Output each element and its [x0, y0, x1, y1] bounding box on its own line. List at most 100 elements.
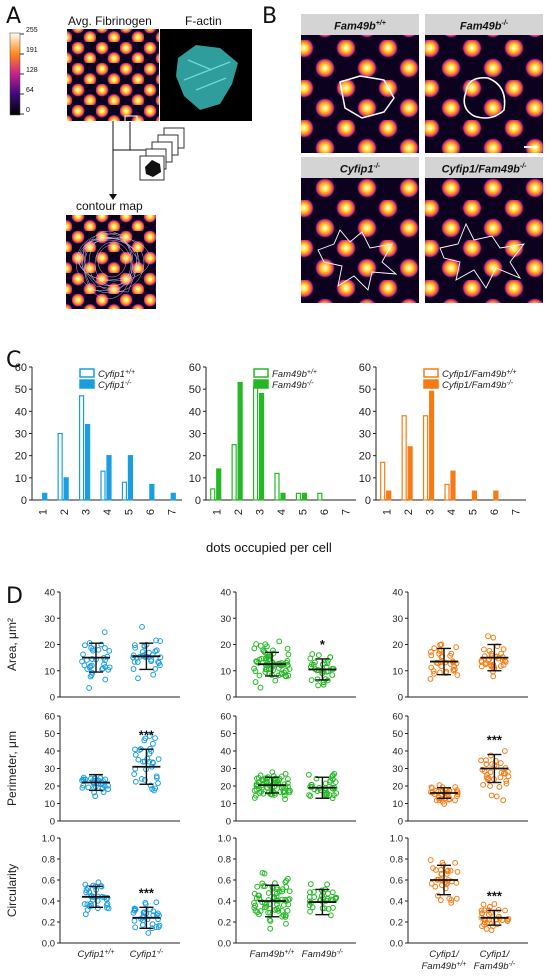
- y-axis-label: Area, μm²: [5, 618, 19, 671]
- data-point: [279, 908, 285, 914]
- bar-ko: [42, 492, 48, 501]
- x-group-label: Fam49b+/+: [250, 949, 295, 960]
- y-tick-label: 10: [44, 666, 55, 677]
- data-point: [275, 907, 282, 914]
- data-point: [481, 653, 488, 660]
- data-point: [453, 879, 460, 886]
- colorbar-tick-191: 191: [26, 47, 38, 54]
- histogram-1: 0 10 20 30 40 50 60 1 2 3 4 5 6 7 Cyfip1+/+Cyfip1-/-: [15, 362, 182, 515]
- data-point: [441, 801, 448, 807]
- data-point: [282, 912, 289, 919]
- data-point: [479, 766, 486, 773]
- data-point: [451, 666, 458, 673]
- bar-wt: [121, 481, 128, 501]
- x-tick-label: 3: [255, 509, 267, 515]
- x-tick-label: 4: [102, 509, 114, 515]
- y-tick-label: 30: [392, 614, 403, 625]
- significance-marker: ***: [487, 733, 503, 748]
- data-point: [502, 907, 508, 914]
- data-point: [153, 637, 160, 644]
- data-point: [150, 671, 157, 678]
- data-point: [156, 922, 163, 929]
- x-group-label-line2: Fam49b+/+: [422, 961, 467, 972]
- data-point: [147, 782, 154, 789]
- data-point: [315, 652, 322, 659]
- y-tick-label: 0.6: [218, 876, 231, 887]
- dotplot-r2-c1: 0 10 20 30 40 50 60 ***: [44, 712, 180, 828]
- legend-swatch: [79, 379, 95, 389]
- y-tick-label: 40: [220, 747, 231, 758]
- data-point: [314, 676, 321, 683]
- data-point: [132, 644, 139, 651]
- y-tick-label: 40: [392, 588, 403, 599]
- data-point: [311, 659, 318, 666]
- data-point: [146, 733, 153, 739]
- x-tick-label: 1: [212, 509, 224, 515]
- data-point: [483, 761, 490, 768]
- data-point: [329, 773, 336, 779]
- legend-label: Fam49b-/-: [272, 380, 314, 391]
- data-point: [308, 677, 315, 683]
- y-tick-label: 60: [220, 712, 231, 723]
- significance-marker: ***: [487, 888, 503, 903]
- data-point: [427, 648, 434, 655]
- data-point: [332, 779, 339, 785]
- legend-label: Cyfip1/Fam49b+/+: [442, 369, 517, 380]
- dotplot-r2-c2: 0 10 20 30 40 50 60: [220, 712, 356, 828]
- data-point: [81, 662, 88, 669]
- bar-ko: [127, 455, 134, 501]
- data-point: [505, 773, 512, 780]
- x-tick-label: 2: [59, 509, 71, 515]
- data-point: [262, 883, 268, 889]
- data-point: [498, 769, 505, 776]
- data-point: [320, 681, 327, 688]
- data-point: [479, 910, 485, 916]
- y-tick-label: 0.8: [218, 855, 231, 866]
- data-point: [282, 796, 289, 802]
- data-point: [157, 654, 164, 661]
- y-tick-label: 20: [392, 640, 403, 651]
- x-axis-label: dots occupied per cell: [206, 540, 332, 555]
- x-tick-label: 2: [403, 509, 415, 515]
- data-point: [251, 645, 258, 652]
- data-point: [98, 641, 105, 648]
- data-point: [284, 645, 291, 652]
- data-point: [155, 756, 162, 762]
- y-tick-label: 1.0: [218, 834, 231, 845]
- significance-marker: ***: [139, 727, 155, 742]
- y-axis-label: Circularity: [5, 864, 19, 917]
- data-point: [498, 650, 505, 657]
- data-point: [485, 633, 491, 640]
- data-point: [99, 665, 106, 672]
- data-point: [480, 781, 487, 788]
- data-point: [437, 897, 444, 904]
- data-point: [502, 658, 509, 665]
- x-tick-label: 6: [145, 509, 157, 515]
- y-axis-label: Perimeter, μm: [5, 731, 19, 806]
- y-tick-label: 50: [392, 729, 403, 740]
- histogram-2: 0 10 20 30 40 50 60 1 2 3 4 5 6 7 Fam49b+/+Fam49b-/-: [189, 362, 356, 515]
- x-tick-label: 7: [510, 509, 522, 515]
- data-point: [491, 901, 498, 907]
- data-point: [253, 895, 260, 902]
- x-group-label: Cyfip1/: [480, 949, 511, 960]
- data-point: [274, 890, 280, 897]
- legend-label: Cyfip1-/-: [98, 380, 132, 391]
- y-tick-label: 40: [220, 588, 231, 599]
- data-point: [267, 918, 274, 924]
- data-point: [264, 643, 270, 650]
- y-tick-label: 30: [15, 429, 27, 441]
- y-tick-label: 0: [226, 817, 231, 828]
- data-point: [448, 878, 455, 885]
- data-point: [306, 792, 312, 798]
- bar-wt: [274, 472, 280, 501]
- data-point: [314, 788, 321, 795]
- data-point: [274, 778, 281, 785]
- data-point: [257, 642, 264, 649]
- dotplot-r3-c3: 0.0 0.2 0.4 0.6 0.8 1.0 Cyfip1/Fam49b+/+ *** Cyf…: [390, 834, 528, 972]
- data-point: [142, 899, 149, 906]
- bar-ko: [258, 392, 265, 501]
- y-tick-label: 40: [359, 406, 371, 418]
- data-point: [262, 669, 269, 676]
- data-point: [253, 781, 260, 788]
